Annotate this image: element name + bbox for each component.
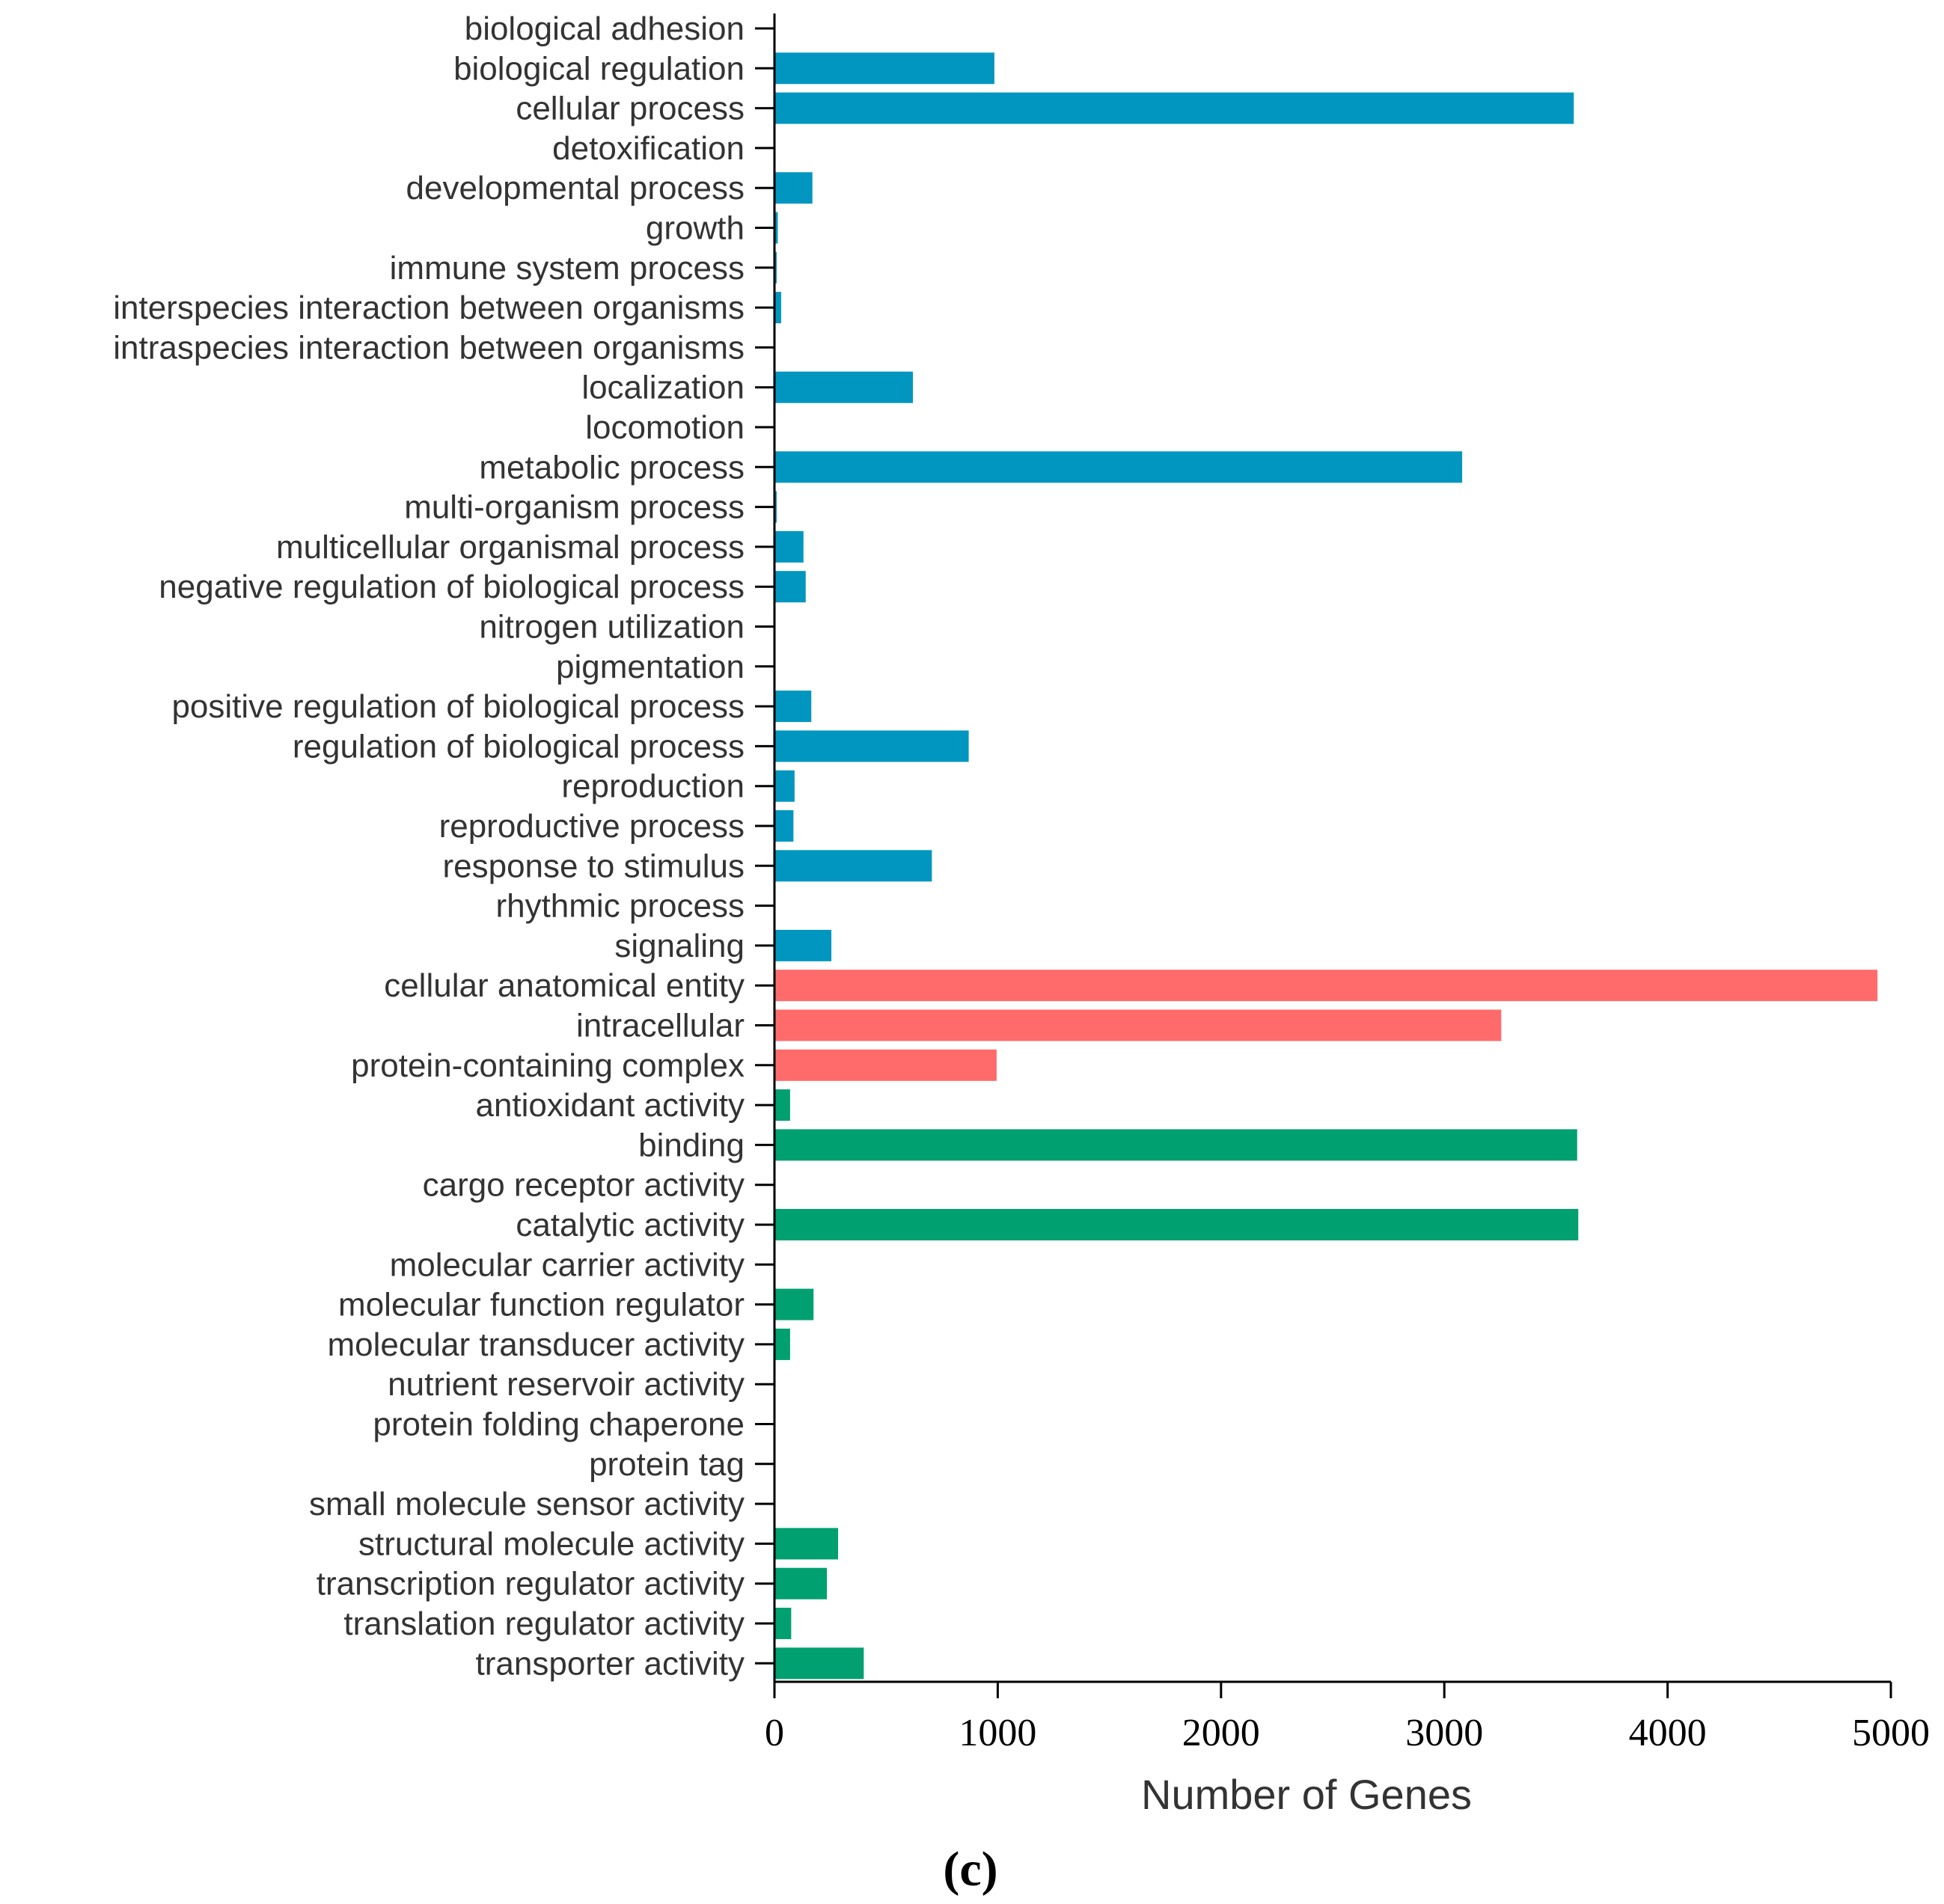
category-label-cellular-anatomical-entity: cellular anatomical entity — [384, 967, 745, 1004]
x-tick-label-5000: 5000 — [1852, 1712, 1930, 1754]
bar-growth — [774, 212, 778, 244]
bar-binding — [774, 1129, 1577, 1161]
category-label-molecular-carrier-activity: molecular carrier activity — [390, 1246, 745, 1283]
bar-structural-molecule-activity — [774, 1528, 839, 1560]
category-label-reproduction: reproduction — [561, 768, 745, 805]
category-label-interspecies-interaction-between-organisms: interspecies interaction between organis… — [113, 290, 745, 326]
category-label-positive-regulation-of-biological-process: positive regulation of biological proces… — [171, 688, 745, 725]
bar-signaling — [774, 929, 832, 961]
category-label-protein-tag: protein tag — [589, 1446, 745, 1483]
x-tick-label-0: 0 — [765, 1712, 784, 1754]
category-label-signaling: signaling — [614, 928, 745, 964]
bar-negative-regulation-of-biological-process — [774, 571, 806, 603]
category-label-metabolic-process: metabolic process — [479, 449, 745, 486]
category-label-nutrient-reservoir-activity: nutrient reservoir activity — [388, 1366, 745, 1403]
x-ticks-group: 0 1000 2000 3000 4000 5000 — [765, 1682, 1930, 1754]
category-label-reproductive-process: reproductive process — [439, 808, 745, 845]
bar-molecular-transducer-activity — [774, 1328, 790, 1360]
category-label-protein-containing-complex: protein-containing complex — [351, 1047, 745, 1084]
category-label-cargo-receptor-activity: cargo receptor activity — [423, 1167, 745, 1204]
category-label-multicellular-organismal-process: multicellular organismal process — [276, 529, 745, 566]
category-label-molecular-function-regulator: molecular function regulator — [338, 1287, 745, 1323]
category-label-locomotion: locomotion — [585, 409, 745, 446]
bar-response-to-stimulus — [774, 850, 932, 882]
panel-label: (c) — [943, 1842, 997, 1897]
x-tick-label-4000: 4000 — [1629, 1712, 1707, 1754]
category-label-multi-organism-process: multi-organism process — [404, 489, 745, 526]
bar-transporter-activity — [774, 1647, 864, 1680]
category-label-catalytic-activity: catalytic activity — [516, 1207, 745, 1243]
bar-biological-regulation — [774, 52, 994, 85]
category-label-cellular-process: cellular process — [516, 91, 745, 127]
bar-transcription-regulator-activity — [774, 1567, 828, 1600]
category-label-response-to-stimulus: response to stimulus — [442, 848, 745, 884]
bar-intracellular — [774, 1009, 1502, 1041]
category-label-protein-folding-chaperone: protein folding chaperone — [373, 1406, 745, 1443]
category-label-structural-molecule-activity: structural molecule activity — [358, 1525, 745, 1562]
category-label-intraspecies-interaction-between-organisms: intraspecies interaction between organis… — [113, 329, 745, 366]
bar-positive-regulation-of-biological-process — [774, 691, 812, 723]
bar-metabolic-process — [774, 451, 1463, 483]
category-label-antioxidant-activity: antioxidant activity — [475, 1087, 745, 1124]
category-label-transporter-activity: transporter activity — [476, 1645, 745, 1682]
x-tick-label-3000: 3000 — [1405, 1712, 1483, 1754]
bar-protein-containing-complex — [774, 1049, 997, 1081]
category-label-localization: localization — [581, 370, 745, 406]
x-tick-label-2000: 2000 — [1182, 1712, 1260, 1754]
bar-cellular-anatomical-entity — [774, 970, 1878, 1002]
category-label-rhythmic-process: rhythmic process — [495, 888, 745, 925]
category-label-detoxification: detoxification — [552, 130, 745, 167]
category-label-developmental-process: developmental process — [406, 170, 745, 206]
x-tick-label-1000: 1000 — [959, 1712, 1036, 1754]
bar-translation-regulator-activity — [774, 1608, 792, 1639]
bars-group — [774, 52, 1878, 1680]
category-label-regulation-of-biological-process: regulation of biological process — [293, 728, 745, 765]
category-label-transcription-regulator-activity: transcription regulator activity — [317, 1566, 745, 1603]
category-label-biological-regulation: biological regulation — [453, 50, 745, 87]
category-label-negative-regulation-of-biological-process: negative regulation of biological proces… — [159, 569, 745, 605]
bar-cellular-process — [774, 92, 1574, 124]
category-label-nitrogen-utilization: nitrogen utilization — [479, 609, 745, 646]
category-label-immune-system-process: immune system process — [390, 250, 745, 287]
x-axis-title: Number of Genes — [1141, 1771, 1472, 1818]
bar-reproduction — [774, 770, 795, 802]
category-label-molecular-transducer-activity: molecular transducer activity — [327, 1326, 745, 1363]
category-label-binding: binding — [638, 1127, 745, 1163]
category-label-translation-regulator-activity: translation regulator activity — [343, 1605, 745, 1642]
bar-interspecies-interaction-between-organisms — [774, 292, 781, 324]
bar-regulation-of-biological-process — [774, 730, 969, 762]
bar-reproductive-process — [774, 810, 794, 842]
bar-developmental-process — [774, 172, 813, 204]
bar-molecular-function-regulator — [774, 1288, 814, 1320]
bar-catalytic-activity — [774, 1209, 1579, 1240]
bar-multicellular-organismal-process — [774, 530, 804, 563]
bar-localization — [774, 371, 914, 403]
category-label-pigmentation: pigmentation — [556, 649, 745, 685]
category-label-small-molecule-sensor-activity: small molecule sensor activity — [309, 1486, 745, 1522]
bar-antioxidant-activity — [774, 1089, 790, 1121]
category-label-biological-adhesion: biological adhesion — [465, 10, 745, 47]
category-label-intracellular: intracellular — [576, 1008, 745, 1044]
category-label-growth: growth — [646, 210, 745, 247]
